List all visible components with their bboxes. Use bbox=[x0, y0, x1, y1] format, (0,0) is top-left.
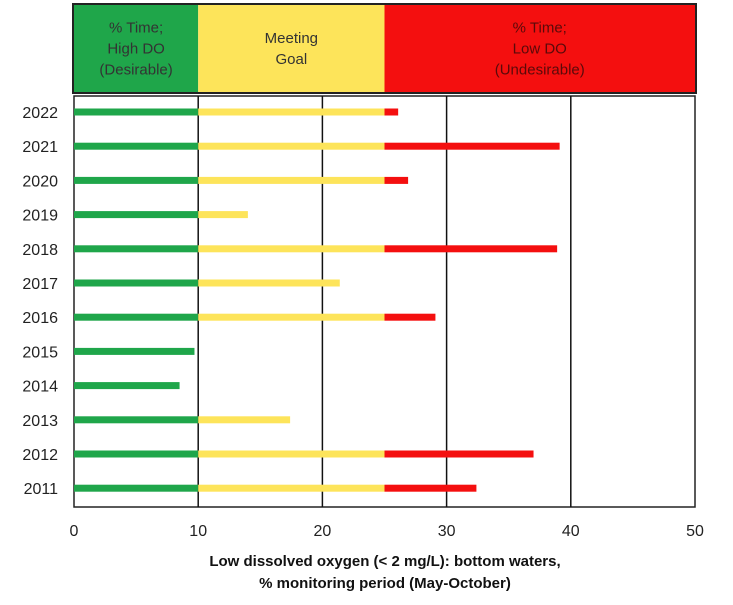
bar-segment bbox=[74, 347, 195, 355]
bar-segment bbox=[74, 450, 199, 458]
bar-segment bbox=[198, 484, 385, 492]
bar-segment bbox=[198, 176, 385, 184]
zone-label: Meeting bbox=[265, 30, 318, 47]
bar-segment bbox=[74, 211, 199, 219]
zone-label: High DO bbox=[107, 41, 165, 58]
y-tick-label: 2019 bbox=[22, 208, 58, 225]
y-tick-label: 2016 bbox=[22, 310, 58, 327]
zone-band bbox=[384, 4, 695, 93]
bar-segment bbox=[384, 245, 558, 253]
bar-segment bbox=[74, 484, 199, 492]
bar-segment bbox=[384, 142, 560, 150]
y-tick-label: 2017 bbox=[22, 276, 58, 293]
zone-label: % Time; bbox=[513, 20, 567, 37]
bar-segment bbox=[384, 484, 477, 492]
zone-label: Goal bbox=[276, 51, 308, 68]
zone-label: (Undesirable) bbox=[495, 62, 585, 79]
bar-segment bbox=[198, 450, 385, 458]
x-tick-label: 50 bbox=[686, 523, 704, 540]
bar-segment bbox=[384, 450, 534, 458]
zone-label: Low DO bbox=[513, 41, 567, 58]
x-tick-label: 40 bbox=[562, 523, 580, 540]
x-axis-label-line1: Low dissolved oxygen (< 2 mg/L): bottom … bbox=[209, 553, 560, 570]
bar-segment bbox=[74, 142, 199, 150]
plot-border bbox=[73, 95, 696, 508]
bar-segment bbox=[74, 313, 199, 321]
bar-segment bbox=[74, 176, 199, 184]
bar-segment bbox=[74, 245, 199, 253]
x-tick-label: 20 bbox=[314, 523, 332, 540]
bar-segment bbox=[74, 382, 180, 390]
zone-band bbox=[198, 4, 385, 93]
bar-segment bbox=[198, 108, 385, 116]
bar-segment bbox=[198, 245, 385, 253]
y-tick-label: 2012 bbox=[22, 447, 58, 464]
bar-segment bbox=[384, 108, 399, 116]
y-tick-label: 2022 bbox=[22, 105, 58, 122]
bar-segment bbox=[198, 279, 340, 287]
y-tick-label: 2011 bbox=[24, 481, 59, 498]
zone-label: (Desirable) bbox=[99, 62, 172, 79]
y-tick-label: 2014 bbox=[22, 379, 58, 396]
x-axis-label-line2: % monitoring period (May-October) bbox=[259, 575, 511, 592]
x-tick-label: 30 bbox=[438, 523, 456, 540]
bar-segment bbox=[384, 176, 409, 184]
bar-segment bbox=[384, 313, 436, 321]
bar-segment bbox=[74, 416, 199, 424]
x-tick-label: 0 bbox=[70, 523, 79, 540]
y-tick-label: 2021 bbox=[22, 139, 58, 156]
y-tick-label: 2015 bbox=[22, 344, 58, 361]
x-tick-label: 10 bbox=[189, 523, 207, 540]
y-tick-label: 2020 bbox=[22, 173, 58, 190]
zone-band bbox=[74, 4, 199, 93]
bar-segment bbox=[198, 142, 385, 150]
bar-segment bbox=[74, 108, 199, 116]
bar-segment bbox=[198, 313, 385, 321]
zone-label: % Time; bbox=[109, 20, 163, 37]
y-tick-label: 2018 bbox=[22, 242, 58, 259]
y-tick-label: 2013 bbox=[22, 413, 58, 430]
header-border bbox=[72, 3, 697, 94]
bar-segment bbox=[198, 211, 248, 219]
bar-segment bbox=[198, 416, 291, 424]
bar-segment bbox=[74, 279, 199, 287]
